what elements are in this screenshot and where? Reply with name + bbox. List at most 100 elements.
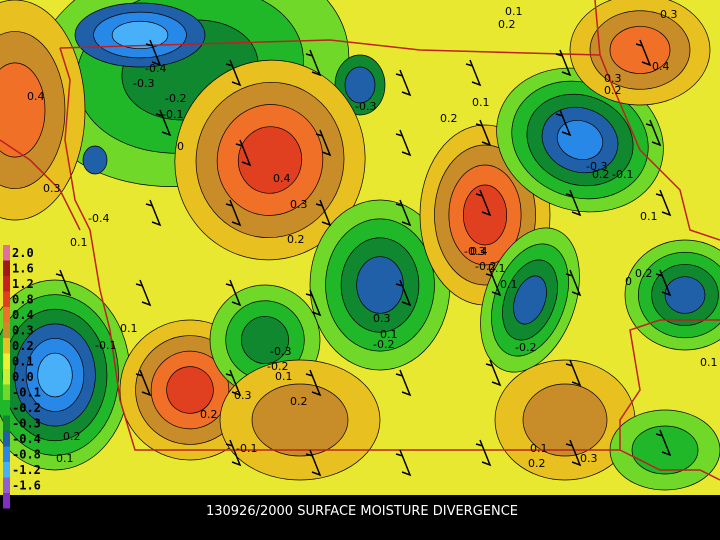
legend-swatch bbox=[3, 338, 10, 354]
wind-barb bbox=[485, 359, 502, 387]
legend-swatch bbox=[3, 353, 10, 369]
legend-swatch bbox=[3, 462, 10, 478]
contour-label: 0.3 bbox=[604, 72, 622, 85]
legend-swatch bbox=[3, 493, 10, 509]
wind-barb bbox=[395, 279, 412, 307]
wind-barb bbox=[565, 439, 582, 467]
legend-label: 2.0 bbox=[12, 246, 34, 260]
legend-label: 0.0 bbox=[12, 370, 34, 384]
contour-label: 0.4 bbox=[27, 90, 45, 103]
contour-label: 0.1 bbox=[472, 96, 490, 109]
wind-barb bbox=[645, 119, 662, 147]
wind-barb bbox=[225, 439, 242, 467]
wind-barb bbox=[555, 49, 572, 77]
contour-label: -0.1 bbox=[95, 339, 116, 352]
contour-label: 0.1 bbox=[275, 370, 293, 383]
contour-label: -0.4 bbox=[145, 62, 166, 75]
contour-fill bbox=[111, 20, 169, 50]
wind-barb bbox=[565, 359, 582, 387]
contour-label: 0.4 bbox=[273, 172, 291, 185]
contour-label: 0.2 bbox=[200, 408, 218, 421]
wind-barb bbox=[145, 199, 162, 227]
legend-label: -0.1 bbox=[12, 386, 41, 400]
legend-swatch bbox=[3, 276, 10, 292]
legend-label: 0.1 bbox=[12, 355, 34, 369]
contour-label: 0.1 bbox=[380, 328, 398, 341]
legend-label: 0.4 bbox=[12, 308, 34, 322]
legend-label: -0.4 bbox=[12, 432, 41, 446]
contour-label: 0.2 bbox=[635, 267, 653, 280]
map-title: 130926/2000 SURFACE MOISTURE DIVERGENCE bbox=[206, 504, 518, 519]
contour-label: 0.3 bbox=[234, 389, 252, 402]
contour-label: 0.1 bbox=[530, 442, 548, 455]
contour-fill bbox=[462, 184, 508, 246]
contour-fill bbox=[344, 66, 376, 104]
legend-label: 0.8 bbox=[12, 293, 34, 307]
wind-barb bbox=[225, 199, 242, 227]
contour-fills bbox=[0, 0, 720, 491]
contour-fill bbox=[513, 275, 547, 325]
contour-label: 0.2 bbox=[592, 168, 610, 181]
contour-fill bbox=[251, 383, 349, 457]
contour-label: -0.3 bbox=[270, 345, 291, 358]
contour-label: -0.1 bbox=[162, 108, 183, 121]
legend-label: 1.6 bbox=[12, 262, 34, 276]
contour-label: 0.1 bbox=[500, 278, 518, 291]
contour-fill bbox=[237, 126, 303, 194]
wind-barb bbox=[395, 369, 412, 397]
legend-swatch bbox=[3, 477, 10, 493]
wind-barb bbox=[395, 69, 412, 97]
contour-label: 0 bbox=[625, 275, 632, 288]
contour-fill bbox=[37, 352, 73, 398]
wind-barb bbox=[565, 189, 582, 217]
border bbox=[59, 47, 720, 451]
wind-barb bbox=[465, 59, 482, 87]
legend-swatch bbox=[3, 322, 10, 338]
wind-barbs bbox=[55, 39, 672, 477]
border bbox=[594, 0, 601, 56]
contour-label: -0.3 bbox=[464, 245, 485, 258]
wind-barb bbox=[475, 439, 492, 467]
contour-label: -0.2 bbox=[373, 338, 394, 351]
wind-barb bbox=[225, 59, 242, 87]
contour-label: 0.1 bbox=[640, 210, 658, 223]
wind-barb bbox=[655, 429, 672, 457]
wind-barb bbox=[305, 369, 322, 397]
contour-label: 0.1 bbox=[700, 356, 718, 369]
contour-label: -0.3 bbox=[355, 100, 376, 113]
contour-label: 0.1 bbox=[488, 262, 506, 275]
legend-label: -0.3 bbox=[12, 417, 41, 431]
contour-label: 0.1 bbox=[56, 452, 74, 465]
contour-label: 0.3 bbox=[373, 312, 391, 325]
contour-label: -0.2 bbox=[515, 341, 536, 354]
wind-barb bbox=[235, 139, 252, 167]
wind-barb bbox=[555, 109, 572, 137]
wind-barb bbox=[395, 129, 412, 157]
wind-barb bbox=[475, 119, 492, 147]
legend-label: -1.6 bbox=[12, 479, 41, 493]
legend-swatch bbox=[3, 415, 10, 431]
contour-label: 0.2 bbox=[290, 395, 308, 408]
legend-swatch bbox=[3, 369, 10, 385]
contour-label: 0.2 bbox=[287, 233, 305, 246]
contour-label: -0.2 bbox=[267, 360, 288, 373]
contour-label: -0.2 bbox=[475, 260, 496, 273]
contour-fill bbox=[664, 276, 706, 314]
border bbox=[619, 449, 720, 481]
border bbox=[59, 39, 720, 241]
contour-fill bbox=[166, 366, 214, 414]
contour-label: -0.2 bbox=[165, 92, 186, 105]
legend-swatch bbox=[3, 291, 10, 307]
wind-barb bbox=[305, 289, 322, 317]
contour-label: 0.2 bbox=[63, 430, 81, 443]
state-borders bbox=[0, 0, 720, 481]
contour-label: 0.2 bbox=[440, 112, 458, 125]
contour-fill bbox=[522, 383, 608, 457]
contour-label: 0.2 bbox=[528, 457, 546, 470]
contour-fill bbox=[356, 256, 404, 314]
contour-label: 0.4 bbox=[652, 60, 670, 73]
legend-label: -0.8 bbox=[12, 448, 41, 462]
wind-barb bbox=[485, 269, 502, 297]
